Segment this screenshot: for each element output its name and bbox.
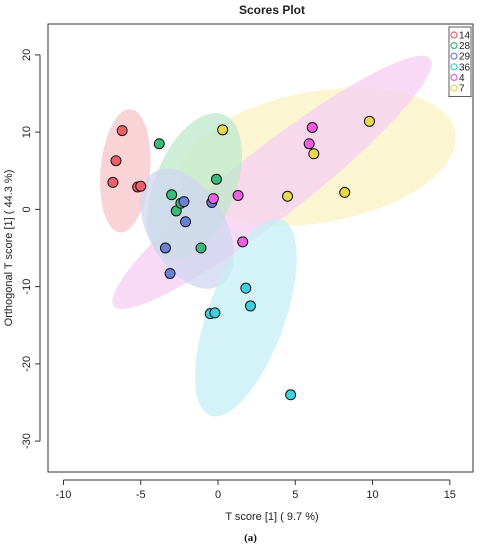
legend-marker — [450, 84, 458, 92]
point-series-7 — [217, 124, 229, 136]
x-tick-label: 0 — [215, 489, 221, 501]
point-series-29 — [159, 242, 171, 254]
point-series-4 — [306, 122, 318, 134]
point-series-4 — [207, 193, 219, 205]
legend-label: 29 — [459, 52, 471, 63]
legend-label: 14 — [459, 31, 471, 42]
x-tick-label: 5 — [292, 489, 298, 501]
legend-marker — [450, 63, 458, 71]
point-series-4 — [232, 189, 244, 201]
x-axis-label: T score [1] ( 9.7 %) — [225, 511, 318, 523]
point-series-14 — [110, 155, 122, 167]
point-series-28 — [166, 189, 178, 201]
point-series-36 — [285, 389, 297, 401]
point-series-28 — [210, 173, 222, 185]
point-series-36 — [244, 300, 256, 312]
x-axis: -10 -5 0 5 10 15 — [56, 479, 456, 501]
point-series-29 — [164, 267, 176, 279]
y-axis-label: Orthogonal T score [1] ( 44.3 %) — [3, 170, 15, 327]
point-series-36 — [209, 307, 221, 319]
legend-marker — [450, 41, 458, 50]
legend-marker — [450, 73, 458, 82]
point-series-28 — [195, 242, 207, 254]
y-tick-label: -30 — [21, 433, 33, 449]
x-tick-label: -5 — [136, 489, 146, 501]
y-tick-label: 10 — [21, 126, 33, 138]
data-points — [107, 115, 375, 401]
legend-label: 4 — [459, 73, 465, 84]
point-series-14 — [135, 180, 147, 192]
y-tick-label: -20 — [21, 356, 33, 372]
point-series-29 — [180, 216, 192, 228]
ellipse-14 — [100, 109, 151, 233]
point-series-7 — [308, 148, 320, 160]
point-series-29 — [178, 196, 190, 208]
point-series-4 — [303, 138, 315, 150]
chart-title: Scores Plot — [239, 3, 305, 17]
y-tick-label: -10 — [21, 279, 33, 295]
x-tick-label: 15 — [444, 489, 456, 501]
point-series-28 — [153, 138, 165, 150]
point-series-7 — [282, 190, 294, 202]
point-series-7 — [339, 186, 351, 198]
point-series-7 — [363, 115, 375, 127]
legend-box — [448, 26, 472, 97]
point-series-36 — [240, 282, 252, 294]
plot-area-border — [47, 23, 474, 473]
legend-label: 28 — [459, 41, 471, 52]
figure-caption: (a) — [244, 532, 257, 544]
x-tick-label: 10 — [366, 489, 378, 501]
y-axis: -30 -20 -10 0 10 20 — [21, 49, 41, 449]
legend-label: 36 — [459, 62, 471, 73]
y-tick-label: 20 — [21, 49, 33, 61]
point-series-14 — [116, 125, 128, 137]
legend-marker — [450, 31, 458, 39]
confidence-ellipses — [100, 55, 456, 417]
ellipse-36 — [194, 218, 297, 417]
x-tick-label: -10 — [56, 489, 72, 501]
y-tick-label: 0 — [21, 206, 33, 212]
legend-marker — [450, 52, 458, 60]
legend-label: 7 — [459, 84, 465, 95]
point-series-4 — [237, 236, 249, 248]
point-series-14 — [107, 176, 119, 188]
